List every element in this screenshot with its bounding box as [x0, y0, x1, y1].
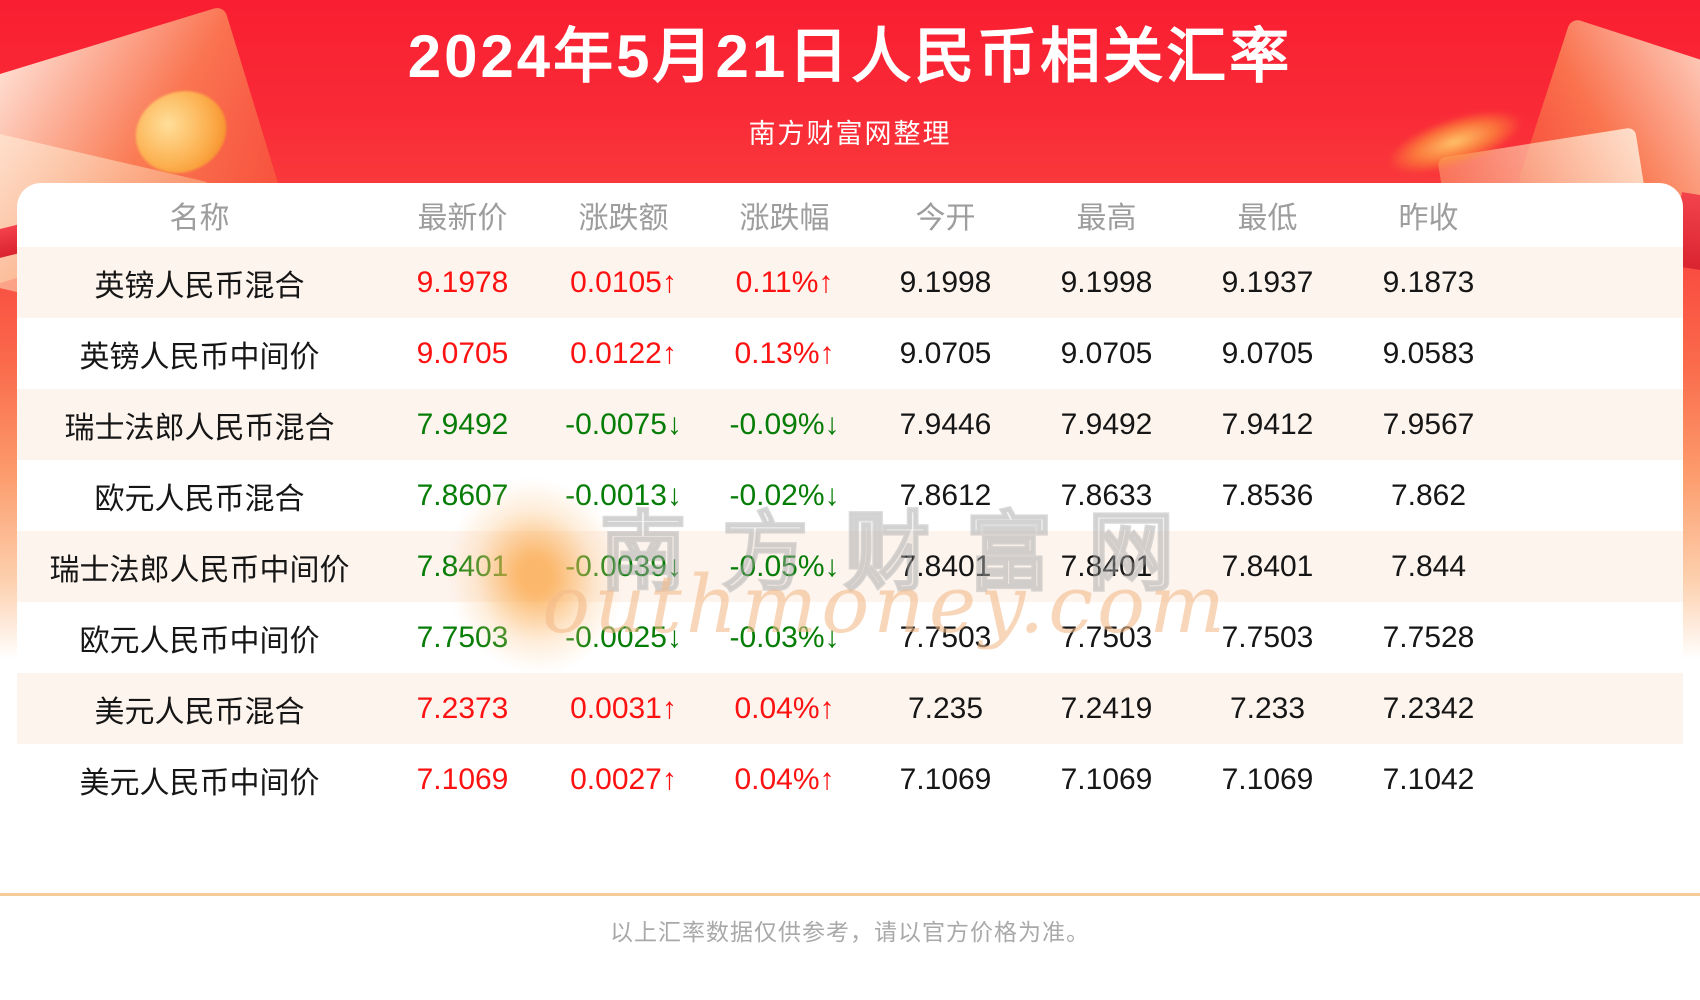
table-row: 英镑人民币混合 9.1978 0.0105↑ 0.11%↑ 9.1998 9.1…: [17, 247, 1683, 318]
cell-latest: 7.7503: [416, 620, 509, 654]
cell-change: -0.0013↓: [565, 478, 682, 512]
cell-name: 英镑人民币中间价: [79, 340, 320, 374]
cell-name: 瑞士法郎人民币中间价: [49, 553, 350, 587]
cell-filler: [1509, 247, 1683, 318]
cell-prev-close: 7.844: [1390, 549, 1467, 583]
cell-filler: [1509, 744, 1683, 815]
cell-name: 欧元人民币混合: [94, 482, 305, 516]
col-header-prev-close: 昨收: [1398, 202, 1459, 235]
cell-latest: 7.1069: [416, 762, 509, 796]
col-header-low: 最低: [1237, 202, 1298, 235]
table-row: 欧元人民币中间价 7.7503 -0.0025↓ -0.03%↓ 7.7503 …: [17, 602, 1683, 673]
cell-low: 9.1937: [1221, 265, 1314, 299]
cell-filler: [1509, 673, 1683, 744]
cell-change-pct: -0.03%↓: [729, 620, 840, 654]
cell-open: 9.0705: [899, 336, 992, 370]
cell-low: 7.8401: [1221, 549, 1314, 583]
col-header-latest: 最新价: [417, 202, 508, 235]
cell-prev-close: 7.9567: [1382, 407, 1475, 441]
cell-filler: [1509, 318, 1683, 389]
cell-filler: [1509, 389, 1683, 460]
page-title: 2024年5月21日人民币相关汇率: [407, 23, 1293, 90]
col-header-filler: [1509, 183, 1683, 247]
cell-change-pct: 0.04%↑: [734, 762, 835, 796]
cell-low: 7.7503: [1221, 620, 1314, 654]
cell-name: 美元人民币中间价: [79, 766, 320, 800]
cell-high: 7.9492: [1060, 407, 1153, 441]
page-subtitle: 南方财富网整理: [748, 119, 952, 149]
cell-open: 7.8612: [899, 478, 992, 512]
col-header-change-pct: 涨跌幅: [739, 202, 830, 235]
table-row: 美元人民币混合 7.2373 0.0031↑ 0.04%↑ 7.235 7.24…: [17, 673, 1683, 744]
table-header-row: 名称 最新价 涨跌额 涨跌幅 今开 最高 最低 昨收: [17, 183, 1683, 247]
col-header-change: 涨跌额: [578, 202, 669, 235]
cell-change-pct: -0.02%↓: [729, 478, 840, 512]
col-header-name: 名称: [169, 202, 230, 235]
cell-name: 美元人民币混合: [94, 695, 305, 729]
cell-prev-close: 7.7528: [1382, 620, 1475, 654]
table-row: 瑞士法郎人民币混合 7.9492 -0.0075↓ -0.09%↓ 7.9446…: [17, 389, 1683, 460]
cell-change: -0.0025↓: [565, 620, 682, 654]
cell-high: 7.8401: [1060, 549, 1153, 583]
cell-change: 0.0122↑: [570, 336, 677, 370]
table-row: 瑞士法郎人民币中间价 7.8401 -0.0039↓ -0.05%↓ 7.840…: [17, 531, 1683, 602]
cell-low: 9.0705: [1221, 336, 1314, 370]
cell-change: -0.0039↓: [565, 549, 682, 583]
cell-latest: 7.8401: [416, 549, 509, 583]
rates-card: 名称 最新价 涨跌额 涨跌幅 今开 最高 最低 昨收 英镑人民币混合 9.197…: [17, 183, 1683, 815]
cell-change-pct: 0.11%↑: [735, 265, 834, 299]
cell-high: 7.7503: [1060, 620, 1153, 654]
cell-filler: [1509, 602, 1683, 673]
cell-open: 7.7503: [899, 620, 992, 654]
col-header-open: 今开: [915, 202, 976, 235]
cell-name: 欧元人民币中间价: [79, 624, 320, 658]
cell-filler: [1509, 531, 1683, 602]
cell-open: 7.235: [907, 691, 984, 725]
cell-prev-close: 9.1873: [1382, 265, 1475, 299]
cell-change-pct: -0.05%↓: [729, 549, 840, 583]
footer-disclaimer: 以上汇率数据仅供参考，请以官方价格为准。: [610, 919, 1090, 945]
col-header-high: 最高: [1076, 202, 1137, 235]
table-row: 美元人民币中间价 7.1069 0.0027↑ 0.04%↑ 7.1069 7.…: [17, 744, 1683, 815]
cell-latest: 9.0705: [416, 336, 509, 370]
cell-name: 瑞士法郎人民币混合: [64, 411, 335, 445]
cell-filler: [1509, 460, 1683, 531]
cell-prev-close: 7.862: [1390, 478, 1467, 512]
cell-change: -0.0075↓: [565, 407, 682, 441]
cell-prev-close: 9.0583: [1382, 336, 1475, 370]
cell-change: 0.0031↑: [570, 691, 677, 725]
cell-open: 9.1998: [899, 265, 992, 299]
cell-low: 7.8536: [1221, 478, 1314, 512]
cell-low: 7.1069: [1221, 762, 1314, 796]
cell-latest: 9.1978: [416, 265, 509, 299]
rates-table: 名称 最新价 涨跌额 涨跌幅 今开 最高 最低 昨收 英镑人民币混合 9.197…: [17, 183, 1683, 815]
cell-open: 7.8401: [899, 549, 992, 583]
cell-latest: 7.2373: [416, 691, 509, 725]
cell-prev-close: 7.2342: [1382, 691, 1475, 725]
cell-open: 7.1069: [899, 762, 992, 796]
cell-latest: 7.8607: [416, 478, 509, 512]
table-row: 欧元人民币混合 7.8607 -0.0013↓ -0.02%↓ 7.8612 7…: [17, 460, 1683, 531]
cell-latest: 7.9492: [416, 407, 509, 441]
cell-change-pct: -0.09%↓: [729, 407, 840, 441]
table-row: 英镑人民币中间价 9.0705 0.0122↑ 0.13%↑ 9.0705 9.…: [17, 318, 1683, 389]
cell-low: 7.9412: [1221, 407, 1314, 441]
cell-high: 9.0705: [1060, 336, 1153, 370]
cell-low: 7.233: [1229, 691, 1306, 725]
cell-name: 英镑人民币混合: [94, 269, 305, 303]
cell-high: 7.8633: [1060, 478, 1153, 512]
cell-open: 7.9446: [899, 407, 992, 441]
cell-high: 7.2419: [1060, 691, 1153, 725]
cell-change-pct: 0.04%↑: [734, 691, 835, 725]
cell-high: 7.1069: [1060, 762, 1153, 796]
cell-change: 0.0105↑: [570, 265, 677, 299]
cell-prev-close: 7.1042: [1382, 762, 1475, 796]
footer-divider: [0, 893, 1700, 896]
cell-change-pct: 0.13%↑: [734, 336, 835, 370]
cell-change: 0.0027↑: [570, 762, 677, 796]
cell-high: 9.1998: [1060, 265, 1153, 299]
